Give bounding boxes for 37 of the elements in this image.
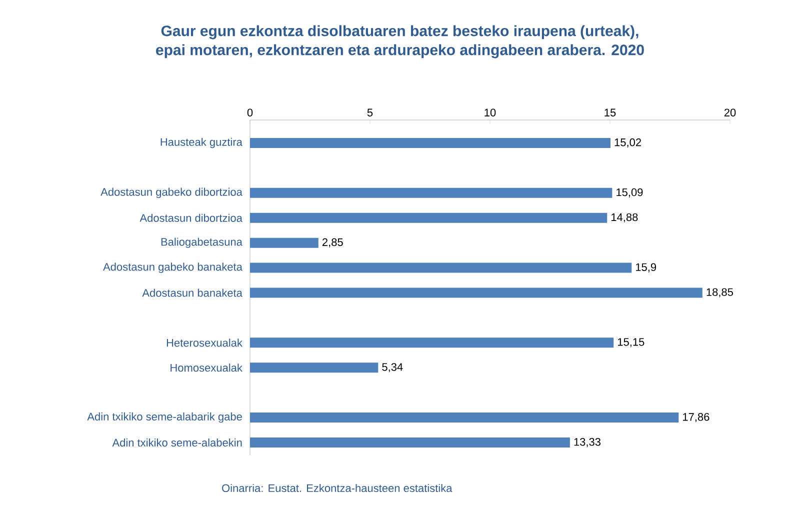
y-tick-label: Adostasun gabeko dibortzioa	[100, 188, 242, 198]
y-tick-label: Adin txikiko seme-alabekin	[112, 438, 242, 447]
data-label: 15,09	[616, 188, 643, 198]
data-label: 18,85	[706, 288, 733, 298]
x-tick-label: 5	[367, 108, 373, 116]
data-label: 2,85	[322, 238, 343, 248]
bar	[250, 238, 318, 248]
chart-title: Gaur egun ezkontza disolbatuaren batez besteko iraupena (urteak), epai motaren, ezkontzaren eta ardurapeko adingabeen arabera. 2020	[156, 25, 644, 58]
y-tick-label: Adostasun gabeko banaketa	[103, 262, 242, 273]
x-tick-label: 15	[604, 108, 616, 116]
y-tick-label: Adostasun banaketa	[142, 288, 242, 297]
y-tick-label: Baliogabetasuna	[161, 238, 242, 248]
y-tick-label: Hausteak guztira	[160, 138, 242, 148]
data-label: 5,34	[382, 363, 403, 372]
y-tick-label: Homosexualak	[170, 364, 242, 372]
text: Oinarria: Eustat. Ezkontza-hausteen estatistika	[222, 484, 452, 492]
x-tick-label: 0	[247, 108, 253, 116]
data-label: 13,33	[574, 438, 600, 448]
y-tick-label: Adin txikiko seme-alabarik gabe	[87, 412, 242, 423]
data-label: 15,02	[614, 138, 641, 148]
y-tick-label: Adostasun dibortzioa	[140, 214, 242, 222]
bar	[250, 338, 614, 348]
bar	[250, 438, 570, 448]
bar	[250, 288, 702, 298]
data-label: 15,9	[636, 263, 656, 272]
y-tick-label: Heterosexualak	[166, 338, 242, 347]
bar	[250, 188, 612, 198]
x-tick-label: 10	[484, 108, 496, 116]
data-label: 15,15	[618, 338, 644, 348]
bar	[250, 362, 378, 373]
bar	[250, 412, 679, 423]
data-label: 17,86	[683, 413, 710, 422]
bar	[250, 212, 608, 223]
bar	[250, 262, 632, 273]
data-label: 14,88	[611, 213, 638, 222]
x-tick-label: 20	[724, 108, 736, 116]
bar	[250, 138, 610, 148]
